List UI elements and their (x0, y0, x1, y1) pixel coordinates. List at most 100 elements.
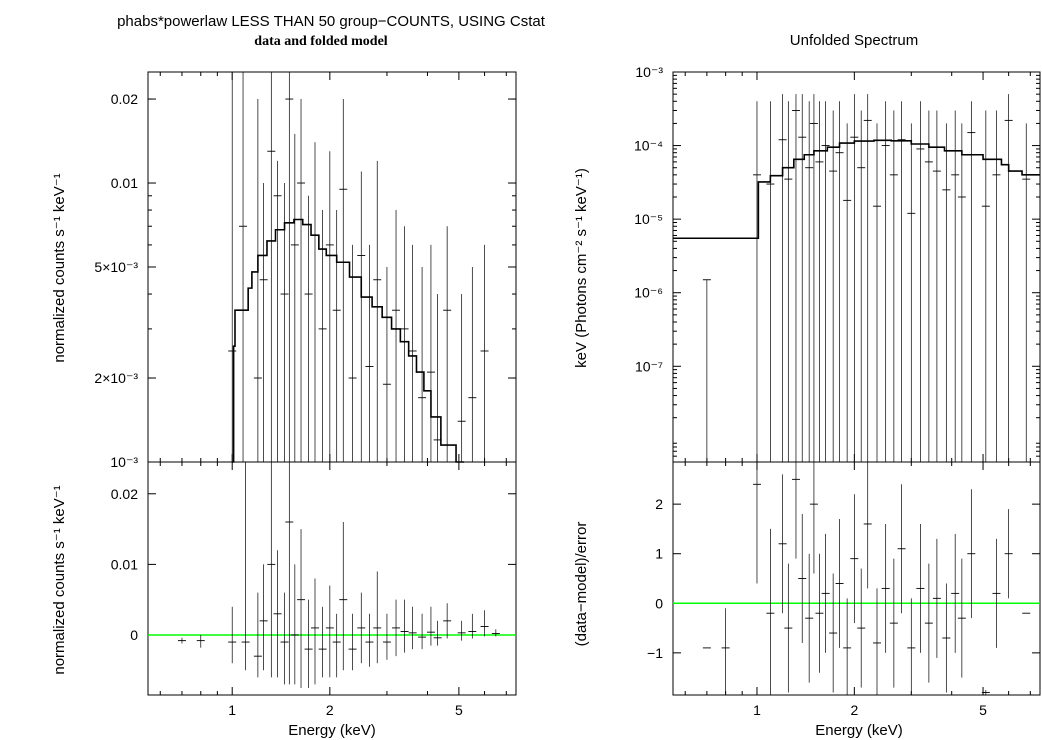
data-point (1004, 509, 1013, 599)
y-tick-label: 10⁻³ (635, 64, 663, 80)
top-left-ylabel: normalized counts s⁻¹ keV⁻¹ (51, 173, 68, 362)
data-point (872, 588, 881, 695)
data-point (932, 538, 941, 658)
data-point (881, 101, 890, 462)
data-point (382, 613, 391, 660)
data-point (382, 267, 391, 462)
model-line (673, 139, 1040, 240)
y-tick-label: 0.02 (111, 91, 138, 107)
y-tick-label: 2×10⁻³ (94, 370, 138, 386)
data-point (418, 267, 427, 462)
data-point (332, 613, 341, 678)
data-point (426, 606, 435, 646)
y-tick-label: 10⁻⁴ (634, 138, 663, 154)
data-point (798, 94, 807, 462)
x-tick-label: 2 (326, 702, 334, 718)
data-point (1004, 94, 1013, 462)
data-point (821, 101, 830, 462)
data-point (932, 110, 941, 462)
plot-frame (147, 71, 517, 463)
data-point (253, 99, 262, 462)
y-tick-label: 5×10⁻³ (94, 259, 138, 275)
panel-bottom-left: 0 0.01 0.02 1 2 5 (111, 461, 517, 718)
data-point (924, 110, 933, 462)
y-tick-label: 10⁻⁷ (635, 358, 663, 374)
data-point (702, 279, 711, 462)
data-point (897, 484, 906, 614)
data-point (392, 210, 401, 462)
data-point (290, 133, 299, 462)
y-tick-label: 2 (655, 496, 663, 512)
data-point (280, 183, 289, 462)
data-point (951, 533, 960, 653)
data-point (310, 578, 319, 685)
data-point (468, 267, 477, 462)
plot-frame (672, 71, 1041, 463)
data-point (889, 110, 898, 462)
data-point (228, 72, 237, 462)
left-subtitle: data and folded model (254, 34, 388, 49)
data-point (957, 123, 966, 462)
data-point (443, 226, 452, 462)
data-point (480, 610, 489, 637)
x-tick-label: 1 (753, 702, 761, 718)
data-point (857, 110, 866, 462)
data-point (981, 690, 990, 695)
data-point (850, 494, 859, 624)
data-point (778, 474, 787, 614)
data-point (784, 101, 793, 462)
data-point (457, 620, 466, 641)
right-title: Unfolded Spectrum (790, 32, 918, 49)
data-point (778, 94, 787, 462)
data-point (443, 603, 452, 639)
data-point (267, 462, 276, 678)
panel-top-right: 10⁻⁷ 10⁻⁶ 10⁻⁵ 10⁻⁴ 10⁻³ (634, 64, 1041, 463)
y-tick-label: 10⁻³ (110, 454, 138, 470)
data-point (339, 522, 348, 671)
data-point (907, 598, 916, 695)
x-tick-label: 1 (228, 702, 236, 718)
data-point (304, 195, 313, 462)
x-tick-label: 5 (455, 702, 463, 718)
data-point (290, 564, 299, 685)
data-point (373, 571, 382, 664)
left-title: phabs*powerlaw LESS THAN 50 group−COUNTS… (117, 13, 546, 30)
data-point (835, 519, 844, 648)
data-point (357, 171, 366, 462)
data-point (907, 123, 916, 462)
data-point (766, 528, 775, 695)
data-point (981, 110, 990, 462)
data-point (843, 598, 852, 695)
data-point (357, 592, 366, 664)
data-point (1022, 123, 1031, 462)
bottom-left-ylabel: normalized counts s⁻¹ keV⁻¹ (51, 485, 68, 674)
y-tick-label: 10⁻⁵ (634, 211, 663, 227)
data-point (273, 160, 282, 462)
data-point (857, 568, 866, 688)
panel-bottom-right: −1 0 1 2 1 2 5 (647, 461, 1041, 718)
panel-top-left: 10⁻³ 2×10⁻³ 5×10⁻³ 0.01 0.02 (94, 71, 517, 470)
data-point (863, 94, 872, 462)
data-point (408, 606, 417, 650)
data-point (784, 563, 793, 693)
x-tick-label: 5 (979, 702, 987, 718)
data-point (916, 101, 925, 462)
top-right-ylabel: keV (Photons cm⁻² s⁻¹ keV⁻¹) (573, 168, 590, 368)
data-point (863, 462, 872, 589)
y-tick-label: 10⁻⁶ (634, 285, 663, 301)
data-point (418, 613, 427, 650)
data-point (267, 72, 276, 462)
data-point (809, 462, 818, 574)
y-tick-label: 0 (655, 595, 663, 611)
data-point (992, 538, 1001, 648)
data-point (325, 585, 334, 678)
data-point (273, 550, 282, 678)
data-point (850, 94, 859, 462)
right-xlabel: Energy (keV) (815, 722, 903, 739)
data-point (766, 101, 775, 462)
data-point (373, 160, 382, 462)
data-point (821, 533, 830, 653)
data-point (285, 72, 294, 462)
data-point (872, 123, 881, 462)
data-point (957, 558, 966, 678)
